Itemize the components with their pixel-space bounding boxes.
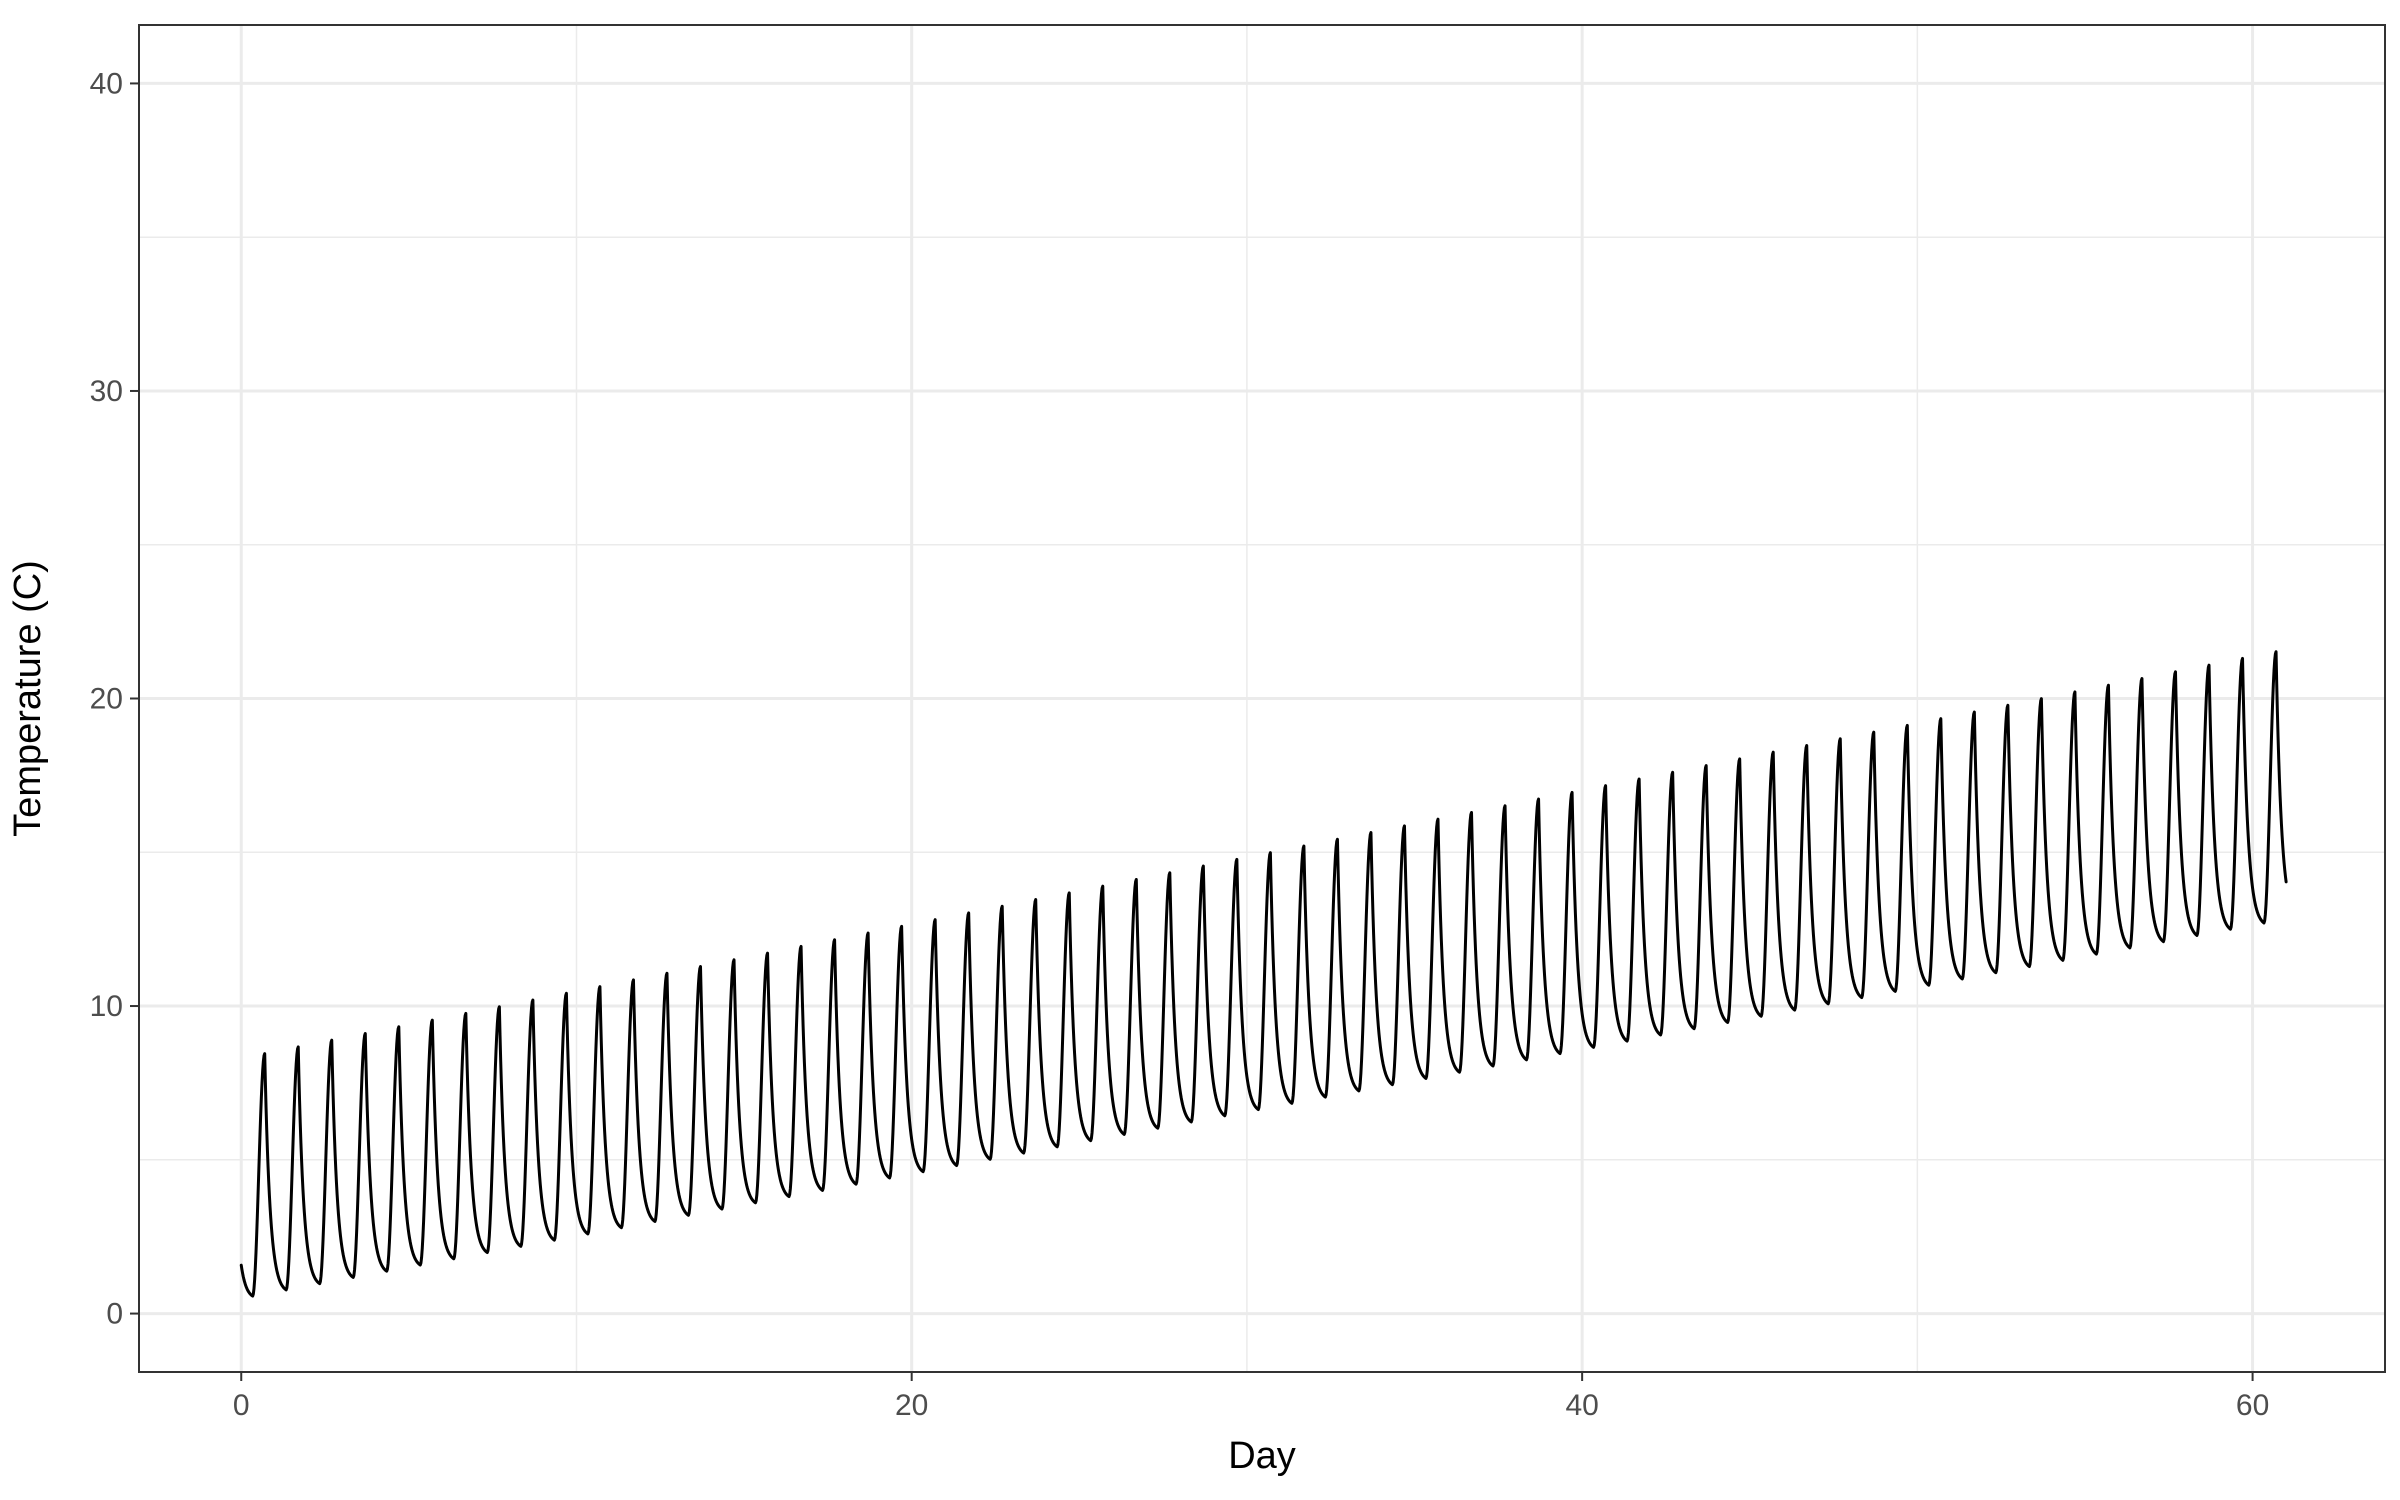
y-tick-label: 40: [90, 67, 123, 100]
x-tick-label: 40: [1565, 1389, 1598, 1422]
y-tick-label: 20: [90, 683, 123, 716]
major-gridlines: [139, 25, 2385, 1372]
y-tick-label: 10: [90, 990, 123, 1023]
y-tick-label: 30: [90, 375, 123, 408]
y-axis-title: Temperature (C): [7, 560, 49, 837]
plot-series: [239, 650, 2288, 1298]
axis-ticks: [130, 82, 2254, 1381]
minor-gridlines: [139, 25, 2385, 1372]
x-axis-title: Day: [1228, 1435, 1296, 1477]
series-line: [239, 650, 2288, 1298]
x-tick-label: 0: [233, 1389, 250, 1422]
x-tick-label: 20: [895, 1389, 928, 1422]
x-tick-label: 60: [2236, 1389, 2269, 1422]
tick-labels: 0 20 40 60 0 10 20 30 40: [90, 67, 2270, 1422]
y-tick-label: 0: [106, 1298, 123, 1331]
